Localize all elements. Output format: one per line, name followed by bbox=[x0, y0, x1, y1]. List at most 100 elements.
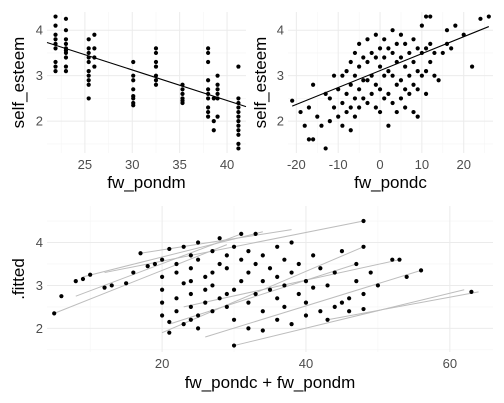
data-point bbox=[153, 82, 159, 87]
data-point bbox=[352, 96, 358, 101]
data-point bbox=[260, 309, 265, 314]
data-point bbox=[153, 59, 159, 65]
data-point bbox=[415, 114, 420, 119]
data-point bbox=[296, 261, 301, 267]
data-point bbox=[181, 244, 186, 249]
x-axis-title: fw_pondc bbox=[354, 173, 427, 192]
y-axis-title: self_esteem bbox=[9, 37, 28, 129]
data-point bbox=[344, 69, 349, 74]
data-point bbox=[407, 50, 412, 56]
data-point bbox=[398, 55, 404, 60]
panel-self-esteem-vs-fw-pondm: 25 30 35 40 2 3 4 fw_pondm self_esteem bbox=[9, 12, 247, 192]
data-point bbox=[303, 313, 309, 318]
data-point bbox=[347, 309, 352, 314]
data-point bbox=[215, 82, 220, 87]
data-point bbox=[377, 64, 383, 69]
data-point bbox=[167, 319, 172, 325]
data-point bbox=[444, 28, 450, 33]
data-point bbox=[195, 240, 201, 245]
data-point bbox=[267, 266, 273, 271]
data-point bbox=[339, 300, 345, 305]
data-point bbox=[63, 37, 69, 42]
data-point bbox=[181, 321, 186, 327]
data-point bbox=[407, 73, 412, 78]
x-tick-label: 20 bbox=[456, 157, 470, 172]
data-point bbox=[53, 37, 58, 42]
data-point bbox=[188, 279, 193, 284]
data-point bbox=[246, 270, 251, 275]
data-point bbox=[411, 59, 416, 65]
data-point bbox=[289, 321, 294, 327]
data-point bbox=[423, 14, 429, 19]
data-point bbox=[415, 87, 420, 92]
data-point bbox=[319, 123, 324, 128]
data-point bbox=[331, 73, 337, 78]
data-point bbox=[302, 123, 307, 128]
data-point bbox=[419, 23, 424, 28]
data-point bbox=[159, 257, 165, 262]
data-point bbox=[289, 270, 294, 275]
data-point bbox=[453, 23, 458, 28]
data-point bbox=[306, 105, 312, 110]
data-point bbox=[215, 91, 220, 96]
data-point bbox=[86, 59, 91, 65]
data-point bbox=[188, 253, 193, 258]
data-point bbox=[331, 105, 337, 110]
data-point bbox=[180, 87, 185, 92]
data-point bbox=[318, 266, 323, 271]
data-point bbox=[246, 300, 251, 305]
data-point bbox=[211, 119, 216, 124]
y-tick-label: 3 bbox=[36, 278, 43, 293]
data-point bbox=[397, 257, 402, 262]
data-point bbox=[205, 87, 211, 92]
data-point bbox=[131, 96, 136, 101]
data-point bbox=[86, 37, 91, 42]
data-point bbox=[180, 100, 185, 106]
data-point bbox=[231, 287, 237, 292]
data-point bbox=[382, 55, 387, 60]
data-point bbox=[318, 309, 323, 314]
x-tick-label: 20 bbox=[155, 356, 169, 371]
data-point bbox=[354, 279, 359, 284]
data-point bbox=[53, 59, 58, 65]
data-point bbox=[211, 128, 216, 133]
data-point bbox=[306, 137, 312, 142]
fitted-line-segment bbox=[205, 269, 422, 338]
fitted-line-segment bbox=[183, 259, 400, 308]
data-point bbox=[210, 283, 215, 288]
data-point bbox=[92, 32, 97, 37]
data-point bbox=[428, 41, 433, 46]
data-point bbox=[469, 64, 475, 69]
x-tick-label: -20 bbox=[287, 157, 306, 172]
data-point bbox=[311, 285, 316, 290]
data-point bbox=[195, 257, 201, 262]
data-point bbox=[340, 123, 345, 128]
data-point bbox=[92, 46, 97, 51]
data-point bbox=[188, 304, 193, 310]
data-point bbox=[153, 50, 159, 56]
data-point bbox=[205, 114, 211, 119]
data-point bbox=[59, 294, 64, 299]
data-point bbox=[86, 96, 91, 101]
data-point bbox=[303, 300, 309, 305]
data-point bbox=[236, 119, 241, 124]
data-point bbox=[63, 50, 69, 56]
data-point bbox=[369, 50, 374, 56]
x-tick-label: 25 bbox=[78, 157, 92, 172]
data-point bbox=[152, 261, 158, 267]
data-point bbox=[205, 96, 211, 101]
data-point bbox=[180, 91, 185, 96]
data-point bbox=[159, 274, 165, 279]
data-point bbox=[88, 272, 93, 277]
data-point bbox=[210, 270, 215, 275]
data-point bbox=[124, 281, 129, 286]
data-point bbox=[246, 248, 251, 254]
data-point bbox=[348, 59, 353, 65]
data-point bbox=[80, 276, 86, 282]
y-tick-label: 2 bbox=[36, 114, 43, 129]
data-point bbox=[53, 32, 58, 37]
data-point bbox=[296, 291, 301, 297]
data-point bbox=[236, 132, 241, 137]
data-point bbox=[332, 304, 337, 310]
data-point bbox=[231, 317, 237, 322]
